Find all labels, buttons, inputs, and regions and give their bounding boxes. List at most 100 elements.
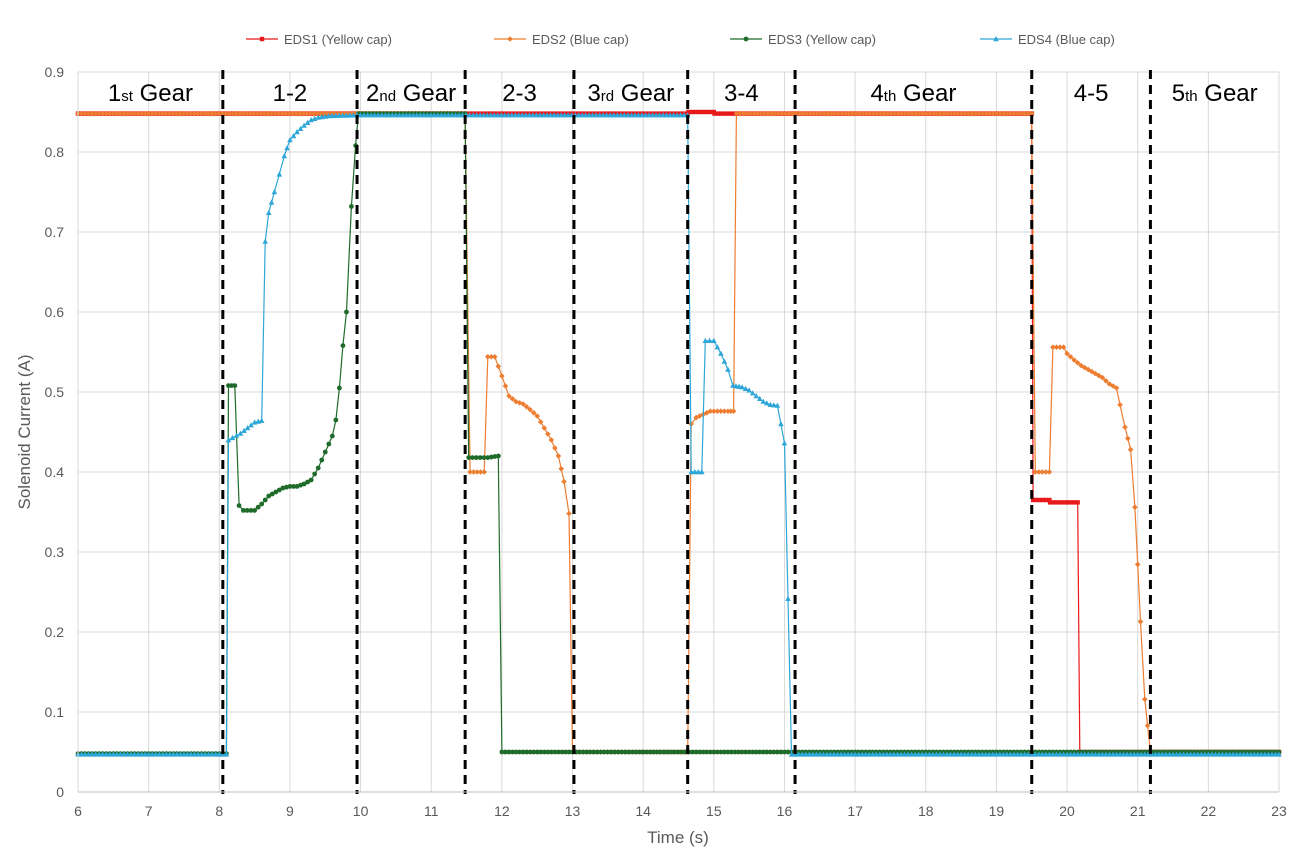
data-point (831, 751, 837, 757)
data-point (261, 110, 268, 117)
data-point (742, 385, 749, 391)
data-point (287, 484, 293, 489)
data-point (85, 110, 92, 117)
data-point (1237, 751, 1243, 757)
data-point (145, 751, 152, 757)
data-point (375, 112, 381, 118)
data-point (216, 751, 223, 757)
data-point (1071, 357, 1077, 363)
data-point (308, 477, 314, 483)
data-point (802, 751, 809, 757)
data-point (877, 110, 884, 117)
data-point (1141, 751, 1148, 757)
data-point (912, 751, 918, 757)
data-point (290, 133, 297, 139)
data-point (547, 112, 554, 118)
data-point (1212, 751, 1219, 757)
data-point (78, 751, 85, 757)
region-label-rest: Gear (133, 80, 193, 107)
data-point (467, 469, 473, 475)
region-label-main: 3-4 (724, 80, 759, 107)
data-point (470, 112, 476, 118)
data-point (152, 751, 159, 757)
data-point (725, 408, 731, 414)
data-point (318, 110, 324, 117)
data-point (552, 445, 558, 451)
data-point (149, 751, 155, 757)
data-point (697, 109, 702, 115)
data-point (810, 110, 817, 117)
data-point (262, 238, 269, 244)
region-label-main: 1 (108, 80, 121, 107)
data-point (778, 421, 784, 427)
data-point (711, 337, 717, 343)
data-point (706, 337, 713, 343)
data-point (1177, 751, 1183, 757)
data-point (449, 112, 455, 118)
data-point (880, 751, 887, 757)
data-point (1103, 378, 1109, 384)
data-point (1138, 751, 1145, 757)
data-point (1269, 751, 1275, 757)
data-point (417, 112, 424, 118)
data-point (633, 749, 639, 755)
data-point (268, 110, 275, 117)
data-point (212, 751, 219, 757)
x-tick-label: 7 (145, 803, 153, 819)
data-point (181, 751, 187, 757)
data-point (284, 145, 290, 151)
data-point (152, 110, 159, 117)
data-point (558, 112, 564, 118)
data-point (407, 112, 413, 118)
data-point (591, 749, 597, 755)
data-point (747, 110, 754, 117)
data-point (715, 111, 721, 116)
data-point (1047, 497, 1052, 503)
data-point (1053, 344, 1060, 350)
data-point (1113, 751, 1120, 757)
data-point (233, 110, 240, 117)
data-point (579, 112, 585, 118)
data-point (962, 110, 968, 117)
data-point (276, 171, 283, 177)
data-point (173, 110, 180, 117)
data-point (676, 749, 681, 755)
data-point (1191, 751, 1198, 757)
x-tick-label: 11 (424, 803, 439, 819)
data-point (1180, 751, 1187, 757)
data-point (258, 110, 264, 117)
data-point (399, 112, 406, 118)
data-point (554, 112, 561, 118)
region-label-main: 2 (366, 80, 379, 107)
data-point (519, 112, 526, 118)
data-point (712, 111, 717, 116)
data-point (191, 110, 197, 117)
data-point (1194, 751, 1201, 757)
region-label-sub: rd (601, 88, 614, 105)
data-point (201, 110, 208, 117)
data-point (1173, 751, 1180, 757)
legend: EDS1 (Yellow cap) EDS2 (Blue cap) EDS3 (Ye… (246, 32, 1115, 47)
data-point (1064, 350, 1070, 357)
data-point (477, 112, 483, 118)
data-point (1071, 751, 1077, 757)
data-point (891, 110, 898, 117)
data-point (188, 751, 194, 757)
data-point (382, 112, 388, 118)
data-point (862, 751, 869, 757)
data-point (1110, 751, 1116, 757)
data-point (834, 751, 841, 757)
data-point (1258, 751, 1265, 757)
data-point (646, 112, 652, 118)
data-point (293, 110, 300, 117)
data-point (135, 751, 141, 757)
data-point (194, 110, 201, 117)
data-point (481, 455, 487, 460)
data-point (611, 112, 617, 118)
data-point (563, 749, 568, 755)
data-point (516, 112, 522, 118)
data-point (252, 508, 258, 513)
data-point (651, 749, 657, 755)
data-point (1127, 446, 1134, 453)
data-point (714, 344, 721, 350)
